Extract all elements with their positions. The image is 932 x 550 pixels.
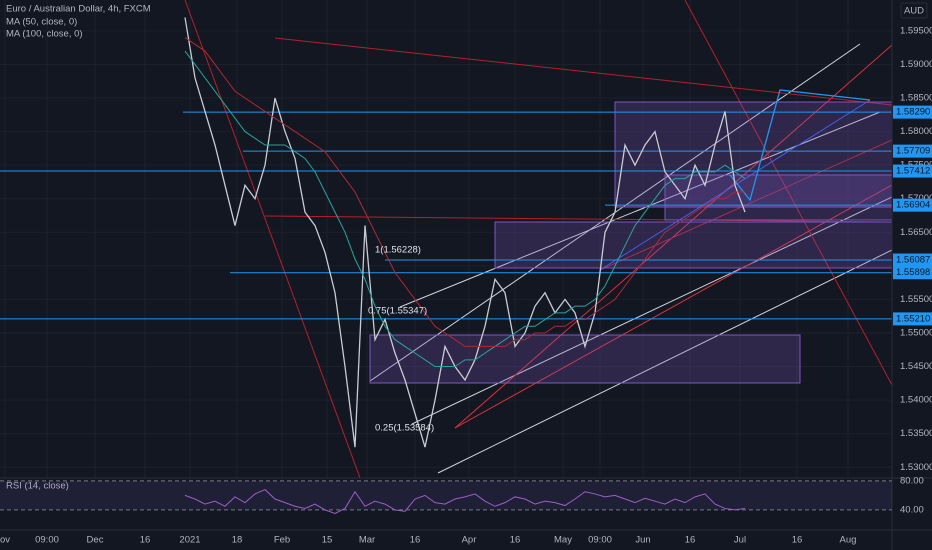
x-tick-label: 16: [685, 535, 696, 546]
rsi-title: RSI (14, close): [6, 481, 69, 492]
x-tick-label: Feb: [274, 535, 290, 546]
price-pane: 1(1.56228) 0.75(1.55347) 0.25(1.53584): [0, 0, 892, 478]
range-box: [494, 221, 892, 269]
fib-label: 0.25(1.53584): [375, 423, 434, 434]
x-tick-label: Mar: [359, 535, 375, 546]
level-label: 1.58290: [896, 107, 930, 118]
y-tick-label: 1.59000: [900, 59, 932, 70]
range-box: [664, 174, 892, 221]
level-label: 1.55210: [896, 313, 930, 324]
level-tag: [893, 198, 932, 212]
range-box: [369, 334, 801, 384]
x-tick-label: 16: [510, 535, 521, 546]
channel-line: [437, 249, 892, 474]
rsi-band: [0, 480, 892, 510]
fib-label: 1(1.56228): [375, 245, 421, 256]
legend-item: MA (100, close, 0): [6, 29, 83, 40]
x-tick-label: ov: [0, 535, 10, 546]
level-tag: [893, 312, 932, 326]
red-line: [184, 0, 361, 478]
x-tick-label: 09:00: [588, 535, 612, 546]
level-tag: [893, 144, 932, 158]
x-tick-label: 16: [410, 535, 421, 546]
rsi-line: [184, 489, 746, 515]
level-tag: [893, 253, 932, 267]
x-tick-label: Jun: [635, 535, 650, 546]
red-line: [264, 215, 892, 223]
currency[interactable]: AUD: [904, 6, 924, 17]
symbol-title: Euro / Australian Dollar, 4h, FXCM: [6, 4, 151, 15]
x-tick-label: May: [554, 535, 572, 546]
x-tick-label: 16: [792, 535, 803, 546]
red-line: [684, 0, 892, 386]
currency-badge[interactable]: [900, 2, 928, 19]
x-tick-label: 09:00: [35, 535, 59, 546]
price-line: [184, 17, 746, 448]
level-label: 1.55898: [896, 267, 930, 278]
x-tick-label: 15: [322, 535, 333, 546]
trend-line: [454, 44, 892, 429]
y-tick-label: 1.53500: [900, 428, 932, 439]
y-tick-label: 1.53000: [900, 462, 932, 473]
x-tick-label: Dec: [87, 535, 104, 546]
level-label: 1.57709: [896, 146, 930, 157]
x-tick-label: Apr: [462, 535, 477, 546]
red-line: [274, 37, 892, 106]
y-tick-label: 1.58500: [900, 93, 932, 104]
level-tag: [893, 105, 932, 119]
channel-line: [411, 196, 892, 425]
level-label: 1.56904: [896, 200, 930, 211]
forecast-path: [729, 89, 871, 202]
y-tick-label: 1.58000: [900, 126, 932, 137]
x-tick-label: 2021: [179, 535, 200, 546]
level-label: 1.56087: [896, 255, 930, 266]
x-tick-label: Aug: [840, 535, 857, 546]
y-tick-label: 1.56500: [900, 227, 932, 238]
y-tick-label: 1.54500: [900, 361, 932, 372]
y-tick-label: 1.59500: [900, 25, 932, 36]
x-tick-label: 16: [140, 535, 151, 546]
y-tick-label: 1.54000: [900, 395, 932, 406]
moving-average: [184, 37, 745, 347]
fib-label: 0.75(1.55347): [368, 306, 427, 317]
legend-item: MA (50, close, 0): [6, 17, 77, 28]
x-tick-label: 18: [232, 535, 243, 546]
trend-line: [454, 184, 892, 429]
level-tag: [893, 266, 932, 280]
x-tick-label: Jul: [734, 535, 746, 546]
rsi-tick-label: 40.00: [900, 504, 924, 515]
level-tag: [893, 164, 932, 178]
moving-average: [184, 50, 746, 368]
y-tick-label: 1.55500: [900, 294, 932, 305]
y-tick-label: 1.55000: [900, 328, 932, 339]
rsi-tick-label: 80.00: [900, 475, 924, 486]
level-label: 1.57412: [896, 166, 930, 177]
